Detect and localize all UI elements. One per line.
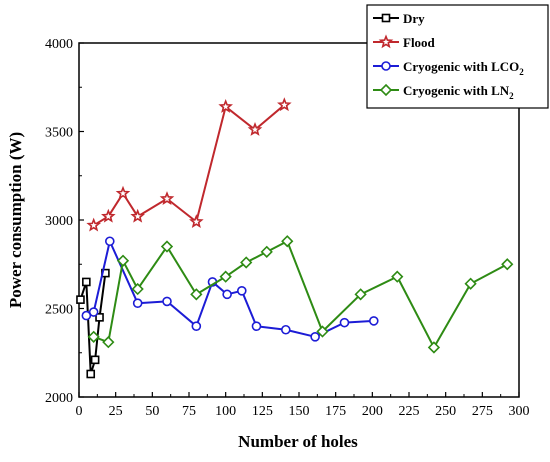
y-axis-title: Power consumption (W) <box>6 132 25 308</box>
data-point-cryogenic-with-ln2 <box>281 235 294 248</box>
data-point-cryogenic-with-lco2 <box>280 324 291 335</box>
x-tick-label: 175 <box>325 404 346 419</box>
data-point-cryogenic-with-ln2 <box>316 325 329 338</box>
series-line-cryogenic-with-lco2 <box>85 240 374 338</box>
x-tick-label: 275 <box>472 404 493 419</box>
x-tick-label: 0 <box>76 404 83 419</box>
data-point-dry <box>90 355 100 365</box>
data-point-flood <box>115 185 131 200</box>
y-tick-label: 2000 <box>45 391 73 406</box>
data-point-flood <box>101 208 116 223</box>
legend-item-flood: Flood <box>373 34 436 50</box>
legend-label: Cryogenic with LCO2 <box>403 59 524 77</box>
series-line-cryogenic-with-ln2 <box>93 240 508 349</box>
data-point-cryogenic-with-ln2 <box>219 270 232 283</box>
legend-label: Dry <box>403 11 425 26</box>
data-point-flood <box>159 191 175 205</box>
x-tick-label: 250 <box>435 404 456 419</box>
y-tick-label: 3500 <box>45 126 73 141</box>
data-point-cryogenic-with-ln2 <box>391 270 404 283</box>
y-tick-label: 2500 <box>45 303 73 318</box>
x-tick-label: 225 <box>399 404 420 419</box>
data-point-cryogenic-with-lco2 <box>88 307 99 317</box>
data-point-flood <box>247 122 263 136</box>
series-flood <box>86 97 292 232</box>
data-point-cryogenic-with-ln2 <box>354 288 367 301</box>
data-point-cryogenic-with-ln2 <box>102 335 115 349</box>
x-axis-ticks: 0 25 50 75 100 125 150 175 200 225 250 275 300 <box>76 392 530 419</box>
data-point-cryogenic-with-lco2 <box>237 285 247 296</box>
legend-marker <box>381 13 391 23</box>
data-point-dry <box>82 277 91 287</box>
series-dry <box>76 268 110 379</box>
x-tick-label: 300 <box>509 404 530 419</box>
data-point-dry <box>76 295 85 304</box>
x-tick-label: 75 <box>182 404 196 419</box>
x-tick-label: 125 <box>252 404 273 419</box>
data-point-cryogenic-with-lco2 <box>191 321 202 332</box>
data-point-cryogenic-with-ln2 <box>116 254 130 267</box>
legend-marker <box>381 61 391 71</box>
legend-item-dry: Dry <box>373 11 425 26</box>
data-point-flood <box>130 208 145 223</box>
data-point-flood <box>189 214 204 228</box>
data-point-cryogenic-with-ln2 <box>260 245 273 258</box>
legend-label: Flood <box>403 35 436 50</box>
x-tick-label: 200 <box>362 404 383 419</box>
data-point-cryogenic-with-lco2 <box>251 321 262 332</box>
data-point-cryogenic-with-lco2 <box>222 289 232 300</box>
legend-marker <box>379 83 393 97</box>
data-point-cryogenic-with-ln2 <box>87 330 100 343</box>
data-point-flood <box>277 97 292 112</box>
y-axis-ticks: 2000 2500 3000 3500 4000 <box>45 37 84 406</box>
x-tick-label: 25 <box>109 404 123 419</box>
legend: Dry Flood Cryogenic with LCO2 Cryogenic wit… <box>366 4 549 109</box>
x-tick-label: 50 <box>145 404 159 419</box>
data-point-cryogenic-with-lco2 <box>105 236 115 247</box>
data-point-cryogenic-with-ln2 <box>240 256 253 269</box>
legend-marker <box>378 34 394 49</box>
x-axis-title: Number of holes <box>238 432 358 451</box>
data-point-cryogenic-with-ln2 <box>190 288 203 301</box>
data-point-cryogenic-with-lco2 <box>339 317 350 328</box>
data-point-cryogenic-with-ln2 <box>464 277 477 290</box>
data-point-cryogenic-with-lco2 <box>132 298 143 308</box>
x-tick-label: 100 <box>215 404 236 419</box>
legend-label: Cryogenic with LN2 <box>403 83 514 101</box>
series-line-flood <box>93 104 285 227</box>
series-cryogenic-with-lco2 <box>81 236 379 342</box>
y-tick-label: 3000 <box>45 214 73 229</box>
data-point-cryogenic-with-ln2 <box>427 341 441 354</box>
data-point-cryogenic-with-ln2 <box>160 240 174 253</box>
data-point-cryogenic-with-lco2 <box>162 296 172 307</box>
data-point-flood <box>86 217 101 232</box>
data-point-cryogenic-with-ln2 <box>501 258 514 271</box>
data-point-cryogenic-with-ln2 <box>131 282 144 296</box>
series-cryogenic-with-ln2 <box>87 235 514 354</box>
legend-item-cryogenic-with-lco2: Cryogenic with LCO2 <box>373 59 524 77</box>
series-layer <box>76 97 514 379</box>
legend-item-cryogenic-with-ln2: Cryogenic with LN2 <box>373 83 514 101</box>
data-point-dry <box>95 313 104 322</box>
x-tick-label: 150 <box>289 404 310 419</box>
y-tick-label: 4000 <box>45 37 73 52</box>
data-point-flood <box>218 99 233 113</box>
data-point-cryogenic-with-lco2 <box>81 310 92 321</box>
data-point-cryogenic-with-lco2 <box>368 316 379 326</box>
data-point-cryogenic-with-lco2 <box>310 332 320 342</box>
data-point-dry <box>86 369 96 379</box>
